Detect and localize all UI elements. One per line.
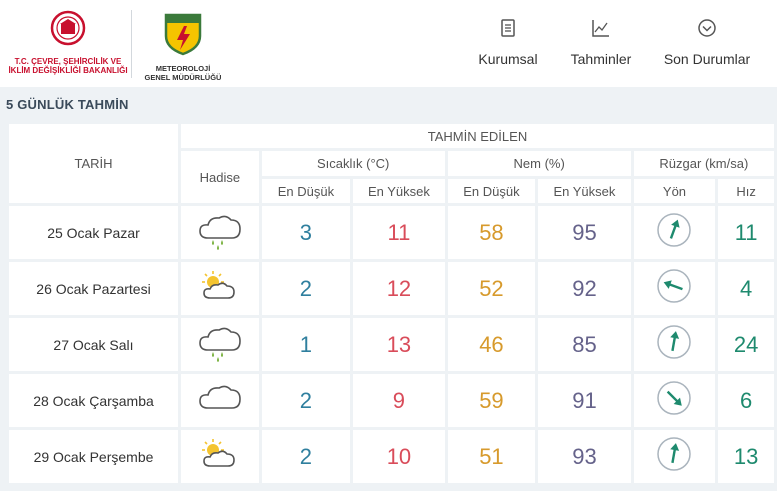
weather-cell (180, 374, 259, 427)
hum-min-cell: 58 (447, 206, 536, 259)
wind-speed-cell: 24 (718, 318, 774, 371)
wind-dir-cell (633, 206, 716, 259)
meteoroloji-logo[interactable]: METEOROLOJİ GENEL MÜDÜRLÜĞÜ (140, 12, 226, 82)
nav-tahminler[interactable]: Tahminler (563, 18, 639, 68)
hum-max-cell: 92 (538, 262, 631, 315)
wind-dir-cell (633, 430, 716, 483)
rain-cloud-icon (199, 215, 241, 250)
wind-dir-cell (633, 374, 716, 427)
wind-speed-cell: 4 (718, 262, 774, 315)
table-row: 29 Ocak Perşembe 2 10 51 93 (9, 430, 774, 483)
nav-kurumsal[interactable]: Kurumsal (470, 18, 546, 68)
wind-dir-cell (633, 262, 716, 315)
date-cell: 25 Ocak Pazar (9, 206, 178, 259)
wind-direction-icon (657, 213, 692, 247)
date-cell: 29 Ocak Perşembe (9, 430, 178, 483)
nav-kurumsal-label: Kurumsal (478, 51, 538, 67)
ministry-logo[interactable]: T.C. ÇEVRE, ŞEHİRCİLİK VE İKLİM DEĞİŞİKL… (8, 10, 128, 80)
table-row: 28 Ocak Çarşamba 2 9 59 91 6 (9, 374, 774, 427)
table-row: 27 Ocak Salı 1 13 46 85 24 (9, 318, 774, 371)
cloud-icon (199, 385, 241, 409)
wind-header: Rüzgar (km/sa) (633, 151, 774, 176)
date-header: TARİH (9, 124, 178, 203)
wind-dir-cell (633, 318, 716, 371)
hum-max-cell: 95 (538, 206, 631, 259)
hum-min-cell: 46 (447, 318, 536, 371)
chevron-circle-icon (698, 19, 716, 37)
temp-max-cell: 11 (353, 206, 445, 259)
hum-max-cell: 85 (538, 318, 631, 371)
nav-tahminler-label: Tahminler (570, 51, 632, 67)
date-cell: 26 Ocak Pazartesi (9, 262, 178, 315)
ministry-seal-icon (50, 10, 86, 46)
hum-max-cell: 91 (538, 374, 631, 427)
wind-dir-header: Yön (633, 179, 716, 203)
wind-direction-icon (657, 381, 692, 415)
date-cell: 27 Ocak Salı (9, 318, 178, 371)
temp-max-cell: 12 (353, 262, 445, 315)
meteoroloji-shield-icon (164, 13, 202, 56)
partly-sunny-icon (201, 439, 235, 467)
meteoroloji-name: METEOROLOJİ GENEL MÜDÜRLÜĞÜ (144, 64, 222, 82)
weather-cell (180, 430, 259, 483)
forecast-table: TARİH TAHMİN EDİLEN Hadise Sıcaklık (°C)… (6, 121, 777, 486)
table-row: 26 Ocak Pazartesi 2 12 52 92 (9, 262, 774, 315)
temp-max-cell: 13 (353, 318, 445, 371)
temp-min-cell: 1 (261, 318, 351, 371)
hum-min-cell: 51 (447, 430, 536, 483)
hum-min-header: En Düşük (447, 179, 536, 203)
page-title: 5 GÜNLÜK TAHMİN (6, 97, 129, 112)
date-cell: 28 Ocak Çarşamba (9, 374, 178, 427)
weather-cell (180, 206, 259, 259)
nav-son-durumlar-label: Son Durumlar (663, 51, 751, 67)
hadise-header: Hadise (180, 151, 259, 203)
temp-min-cell: 2 (261, 430, 351, 483)
temp-header: Sıcaklık (°C) (261, 151, 445, 176)
chart-icon (592, 20, 609, 37)
hum-min-cell: 59 (447, 374, 536, 427)
temp-max-cell: 9 (353, 374, 445, 427)
hum-header: Nem (%) (447, 151, 631, 176)
nav-son-durumlar[interactable]: Son Durumlar (655, 18, 759, 68)
hum-min-cell: 52 (447, 262, 536, 315)
hum-max-header: En Yüksek (538, 179, 631, 203)
document-icon (501, 19, 515, 37)
temp-min-cell: 2 (261, 374, 351, 427)
ministry-name: T.C. ÇEVRE, ŞEHİRCİLİK VE İKLİM DEĞİŞİKL… (8, 57, 128, 75)
temp-max-cell: 10 (353, 430, 445, 483)
wind-direction-icon (657, 325, 692, 359)
wind-direction-icon (657, 437, 692, 471)
weather-cell (180, 262, 259, 315)
weather-cell (180, 318, 259, 371)
wind-speed-cell: 6 (718, 374, 774, 427)
wind-speed-cell: 13 (718, 430, 774, 483)
forecast-header: TAHMİN EDİLEN (180, 124, 774, 148)
temp-min-cell: 3 (261, 206, 351, 259)
table-row: 25 Ocak Pazar 3 11 58 95 11 (9, 206, 774, 259)
rain-cloud-icon (199, 327, 241, 362)
header-divider (131, 10, 132, 78)
wind-direction-icon (657, 269, 692, 303)
temp-max-header: En Yüksek (353, 179, 445, 203)
hum-max-cell: 93 (538, 430, 631, 483)
temp-min-header: En Düşük (261, 179, 351, 203)
wind-speed-header: Hız (718, 179, 774, 203)
header: T.C. ÇEVRE, ŞEHİRCİLİK VE İKLİM DEĞİŞİKL… (0, 0, 777, 87)
temp-min-cell: 2 (261, 262, 351, 315)
partly-sunny-icon (201, 271, 235, 299)
wind-speed-cell: 11 (718, 206, 774, 259)
